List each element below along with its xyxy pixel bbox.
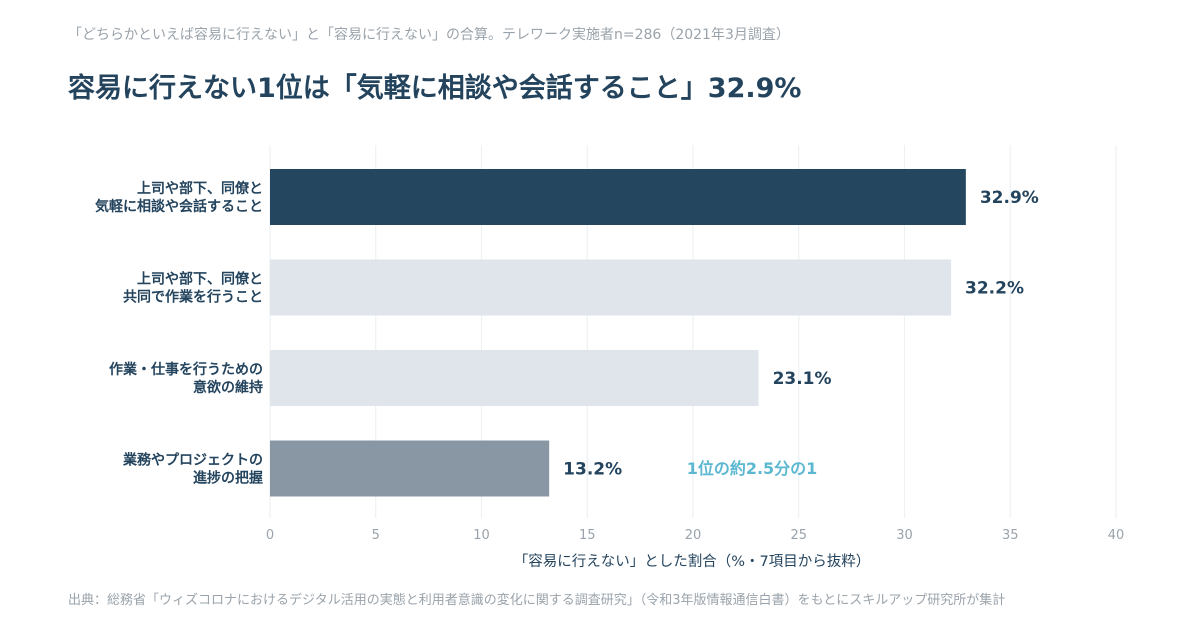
value-label: 13.2% (563, 460, 622, 480)
x-tick-label: 5 (372, 528, 380, 543)
value-label: 23.1% (773, 369, 832, 389)
annotation-ratio: 1位の約2.5分の1 (687, 459, 818, 478)
category-label: 上司や部下、同僚と (137, 271, 263, 288)
x-tick-label: 40 (1108, 528, 1125, 543)
x-tick-label: 15 (579, 528, 596, 543)
category-label: 気軽に相談や会話すること (95, 198, 263, 215)
x-tick-label: 10 (473, 528, 490, 543)
chart-subtitle: 「どちらかといえば容易に行えない」と「容易に行えない」の合算。テレワーク実施者n… (68, 27, 790, 43)
x-tick-label: 25 (790, 528, 807, 543)
labels: 0 5 10 15 20 25 30 35 4032.9%上司や部下、同僚と気軽に相談や会話する… (95, 180, 1124, 543)
category-label: 業務やプロジェクトの (122, 452, 263, 469)
category-label: 意欲の維持 (193, 379, 263, 396)
x-tick-label: 30 (896, 528, 913, 543)
x-tick-label: 35 (1002, 528, 1019, 543)
value-label: 32.9% (980, 188, 1039, 208)
category-label: 作業・仕事を行うための (109, 361, 263, 378)
x-tick-label: 20 (685, 528, 702, 543)
chart-title: 容易に行えない1位は「気軽に相談や会話すること」32.9% (68, 73, 802, 104)
category-label: 上司や部下、同僚と (137, 180, 263, 197)
value-label: 32.2% (965, 279, 1024, 299)
bar-4 (270, 440, 550, 497)
bar-1 (270, 169, 966, 225)
x-tick-label: 0 (266, 528, 274, 543)
bar-2 (270, 259, 952, 316)
category-label: 進捗の把握 (193, 470, 263, 487)
category-label: 共同で作業を行うこと (123, 289, 263, 306)
source-footnote: 出典：総務省「ウィズコロナにおけるデジタル活用の実態と利用者意識の変化に関する調… (68, 593, 1006, 608)
bars (270, 169, 966, 497)
bar-3 (270, 350, 759, 406)
x-axis-title: 「容易に行えない」とした割合（%・7項目から抜粋） (514, 553, 871, 570)
